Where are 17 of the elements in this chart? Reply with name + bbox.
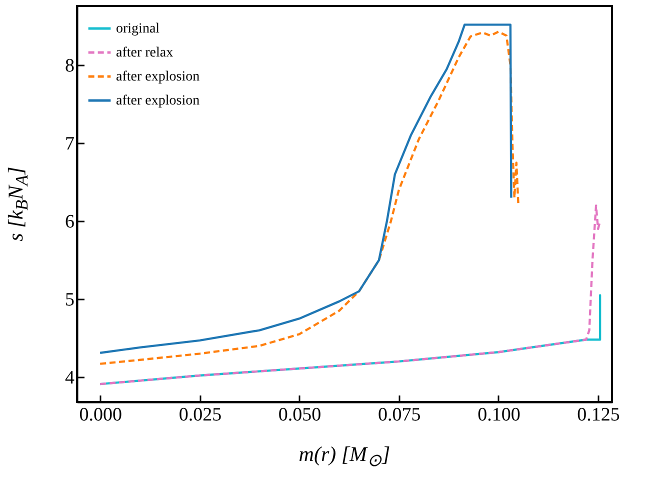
x-tick-label: 0.025 <box>178 404 222 426</box>
legend-label: after explosion <box>116 94 200 108</box>
x-tick-label: 0.075 <box>378 404 421 426</box>
y-tick-label: 7 <box>65 134 74 155</box>
x-axis-title: m(r) [M$_{⊙}$] <box>298 442 392 472</box>
x-tick-label: 0.000 <box>79 404 122 426</box>
y-tick-label: 6 <box>65 212 74 233</box>
x-tick-label: 0.050 <box>278 404 322 426</box>
legend-label: after relax <box>116 46 174 60</box>
x-tick-label: 0.100 <box>478 404 520 426</box>
legend-label: after explosion <box>116 70 200 84</box>
y-tick-label: 8 <box>65 56 74 77</box>
y-tick-label: 5 <box>65 290 74 311</box>
y-tick-label: 4 <box>65 368 75 389</box>
legend-label: original <box>116 22 160 36</box>
x-tick-label: 0.125 <box>577 404 620 426</box>
line-series <box>99 204 602 386</box>
